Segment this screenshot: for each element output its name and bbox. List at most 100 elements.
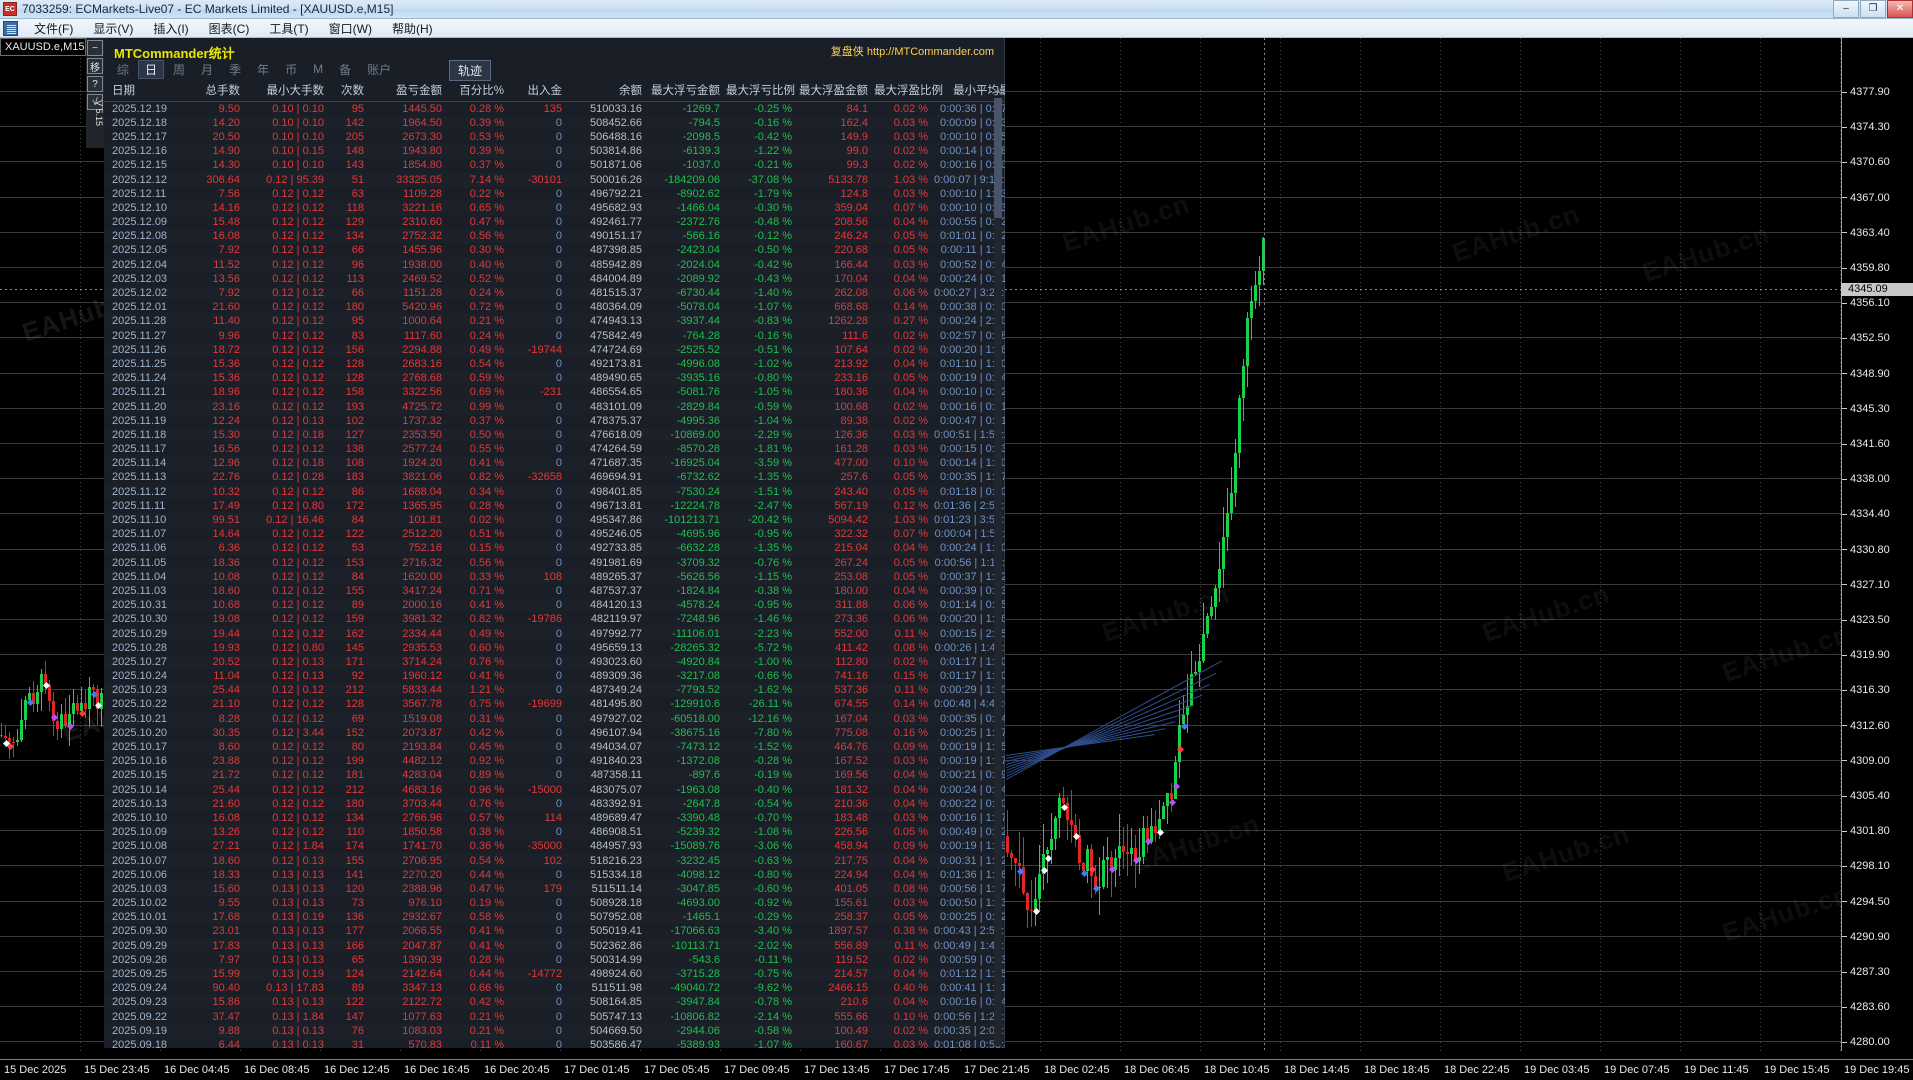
column-header-9[interactable]: 最大浮亏比例 (724, 80, 796, 102)
table-row[interactable]: 2025.12.11 7.56 0.12 | 0.12 63 1109.28 0.22 %… (104, 187, 1005, 201)
table-row[interactable]: 2025.09.19 9.88 0.13 | 0.13 76 1083.03 0.21 %… (104, 1024, 1005, 1038)
table-row[interactable]: 2025.10.23 25.44 0.12 | 0.12 212 5833.44 1.21… (104, 683, 1005, 697)
panel-tab-0[interactable]: 综 (117, 62, 130, 77)
column-header-5[interactable]: 百分比% (446, 80, 508, 102)
menu-item-help[interactable]: 帮助(H) (391, 21, 433, 36)
menu-item-charts[interactable]: 图表(C) (208, 21, 250, 36)
table-row[interactable]: 2025.10.10 16.08 0.12 | 0.12 134 2766.96 0.57… (104, 811, 1005, 825)
time-axis[interactable]: 15 Dec 2025 15 Dec 23:45 16 Dec 04:45 16 De… (0, 1059, 1913, 1080)
menu-item-tools[interactable]: 工具(T) (269, 21, 309, 36)
table-row[interactable]: 2025.12.17 20.50 0.10 | 0.10 205 2673.30 0.53… (104, 130, 1005, 144)
column-header-4[interactable]: 盈亏金额 (368, 80, 446, 102)
menu-item-file[interactable]: 文件(F) (34, 21, 74, 36)
table-row[interactable]: 2025.10.22 21.10 0.12 | 0.12 128 3567.78 0.75… (104, 697, 1005, 711)
check-icon[interactable]: √ (87, 94, 103, 110)
close-button[interactable]: ✕ (1887, 0, 1913, 18)
table-row[interactable]: 2025.11.12 10.32 0.12 | 0.12 86 1688.04 0.34 … (104, 485, 1005, 499)
table-row[interactable]: 2025.09.26 7.97 0.13 | 0.13 65 1390.39 0.28 %… (104, 953, 1005, 967)
column-header-10[interactable]: 最大浮盈金额 (796, 80, 872, 102)
column-header-2[interactable]: 最小大手数 (244, 80, 328, 102)
scrollbar-thumb[interactable] (994, 98, 1002, 218)
table-row[interactable]: 2025.11.20 23.16 0.12 | 0.12 193 4725.72 0.99… (104, 399, 1005, 413)
table-row[interactable]: 2025.11.24 15.36 0.12 | 0.12 128 2768.68 0.59… (104, 371, 1005, 385)
table-row[interactable]: 2025.09.18 6.44 0.13 | 0.13 31 570.83 0.11 % 0… (104, 1038, 1005, 1048)
table-row[interactable]: 2025.10.20 30.35 0.12 | 3.44 152 2073.87 0.42… (104, 726, 1005, 740)
column-header-6[interactable]: 出入金 (508, 80, 566, 102)
table-row[interactable]: 2025.09.22 37.47 0.13 | 1.84 147 1077.63 0.21… (104, 1010, 1005, 1024)
table-row[interactable]: 2025.10.07 18.60 0.12 | 0.13 155 2706.95 0.54… (104, 853, 1005, 867)
panel-tab-4[interactable]: 季 (229, 62, 242, 77)
column-header-12[interactable]: 最小平均最大持仓时间 (932, 80, 1005, 102)
table-row[interactable]: 2025.10.03 15.60 0.13 | 0.13 120 2388.96 0.47… (104, 882, 1005, 896)
panel-tab-1[interactable]: 日 (138, 59, 165, 79)
brand-url[interactable]: http://MTCommander.com (866, 46, 994, 58)
table-row[interactable]: 2025.11.13 22.76 0.12 | 0.28 183 3821.06 0.82… (104, 470, 1005, 484)
table-row[interactable]: 2025.09.23 15.86 0.13 | 0.13 122 2122.72 0.42… (104, 995, 1005, 1009)
table-row[interactable]: 2025.10.15 21.72 0.12 | 0.12 181 4283.04 0.89… (104, 768, 1005, 782)
table-row[interactable]: 2025.12.10 14.16 0.12 | 0.12 118 3221.16 0.65… (104, 201, 1005, 215)
menu-item-window[interactable]: 窗口(W) (328, 21, 372, 36)
table-row[interactable]: 2025.12.02 7.92 0.12 | 0.12 66 1151.28 0.24 %… (104, 286, 1005, 300)
column-header-3[interactable]: 次数 (328, 80, 368, 102)
table-row[interactable]: 2025.10.02 9.55 0.13 | 0.13 73 976.10 0.19 % 0… (104, 896, 1005, 910)
table-row[interactable]: 2025.11.25 15.36 0.12 | 0.12 128 2683.16 0.54… (104, 357, 1005, 371)
table-row[interactable]: 2025.12.05 7.92 0.12 | 0.12 66 1455.96 0.30 %… (104, 243, 1005, 257)
minimize-button[interactable]: – (1833, 0, 1859, 18)
table-row[interactable]: 2025.10.13 21.60 0.12 | 0.12 180 3703.44 0.76… (104, 797, 1005, 811)
table-row[interactable]: 2025.10.30 19.08 0.12 | 0.12 159 3981.32 0.82… (104, 612, 1005, 626)
table-row[interactable]: 2025.11.10 99.51 0.12 | 16.46 84 101.81 0.02 … (104, 513, 1005, 527)
table-row[interactable]: 2025.12.18 14.20 0.10 | 0.10 142 1964.50 0.39… (104, 116, 1005, 130)
table-row[interactable]: 2025.11.03 18.60 0.12 | 0.12 155 3417.24 0.71… (104, 584, 1005, 598)
table-row[interactable]: 2025.12.08 16.08 0.12 | 0.12 134 2752.32 0.56… (104, 229, 1005, 243)
panel-tab-8[interactable]: 备 (339, 62, 352, 77)
column-header-7[interactable]: 余额 (566, 80, 646, 102)
table-row[interactable]: 2025.09.29 17.83 0.13 | 0.13 166 2047.87 0.41… (104, 939, 1005, 953)
panel-tab-6[interactable]: 币 (285, 62, 298, 77)
table-row[interactable]: 2025.10.31 10.68 0.12 | 0.12 89 2000.16 0.41 … (104, 598, 1005, 612)
table-row[interactable]: 2025.12.09 15.48 0.12 | 0.12 129 2310.60 0.47… (104, 215, 1005, 229)
table-row[interactable]: 2025.09.25 15.99 0.13 | 0.19 124 2142.64 0.44… (104, 967, 1005, 981)
table-row[interactable]: 2025.12.12 306.64 0.12 | 95.39 51 33325.05 7.… (104, 172, 1005, 186)
scroll-up-arrow[interactable]: ▲ (994, 86, 1002, 95)
help-icon[interactable]: ? (87, 76, 103, 92)
move-icon[interactable]: 移 (87, 58, 103, 74)
table-row[interactable]: 2025.10.08 27.21 0.12 | 1.84 174 1741.70 0.36… (104, 839, 1005, 853)
table-row[interactable]: 2025.10.28 19.93 0.12 | 0.80 145 2935.53 0.60… (104, 641, 1005, 655)
restore-button[interactable]: ❐ (1860, 0, 1886, 18)
panel-tab-9[interactable]: 账户 (367, 62, 392, 77)
table-row[interactable]: 2025.11.05 18.36 0.12 | 0.12 153 2716.32 0.56… (104, 556, 1005, 570)
table-row[interactable]: 2025.10.27 20.52 0.12 | 0.13 171 3714.24 0.76… (104, 655, 1005, 669)
table-row[interactable]: 2025.12.15 14.30 0.10 | 0.10 143 1854.80 0.37… (104, 158, 1005, 172)
statistics-table-wrapper[interactable]: 日期 总手数 最小大手数 次数 盈亏金额 百分比% 出入金 余额 最大浮亏金额 最大浮亏比例 最大浮… (104, 80, 1005, 1048)
table-row[interactable]: 2025.11.27 9.96 0.12 | 0.12 83 1117.60 0.24 %… (104, 329, 1005, 343)
table-row[interactable]: 2025.11.06 6.36 0.12 | 0.12 53 752.16 0.15 % 0… (104, 541, 1005, 555)
table-row[interactable]: 2025.12.01 21.60 0.12 | 0.12 180 5420.96 0.72… (104, 300, 1005, 314)
table-row[interactable]: 2025.10.01 17.68 0.13 | 0.19 136 2932.67 0.58… (104, 910, 1005, 924)
table-row[interactable]: 2025.11.26 18.72 0.12 | 0.12 156 2294.88 0.49… (104, 343, 1005, 357)
trace-button[interactable]: 轨迹 (449, 60, 492, 81)
table-row[interactable]: 2025.11.17 16.56 0.12 | 0.12 138 2577.24 0.55… (104, 442, 1005, 456)
table-row[interactable]: 2025.12.04 11.52 0.12 | 0.12 96 1938.00 0.40 … (104, 258, 1005, 272)
table-row[interactable]: 2025.10.24 11.04 0.12 | 0.13 92 1960.12 0.41 … (104, 669, 1005, 683)
table-row[interactable]: 2025.11.19 12.24 0.12 | 0.13 102 1737.32 0.37… (104, 414, 1005, 428)
table-row[interactable]: 2025.11.04 10.08 0.12 | 0.12 84 1620.00 0.33 … (104, 570, 1005, 584)
panel-tab-3[interactable]: 月 (201, 62, 214, 77)
table-row[interactable]: 2025.11.14 12.96 0.12 | 0.18 108 1924.20 0.41… (104, 456, 1005, 470)
column-header-1[interactable]: 总手数 (182, 80, 244, 102)
panel-tab-5[interactable]: 年 (257, 62, 270, 77)
table-row[interactable]: 2025.10.09 13.26 0.12 | 0.12 110 1850.58 0.38… (104, 825, 1005, 839)
panel-scrollbar[interactable] (994, 98, 1002, 1046)
table-row[interactable]: 2025.11.18 15.30 0.12 | 0.18 127 2353.50 0.50… (104, 428, 1005, 442)
terminal-icon[interactable] (3, 20, 18, 36)
table-row[interactable]: 2025.10.29 19.44 0.12 | 0.12 162 2334.44 0.49… (104, 626, 1005, 640)
table-row[interactable]: 2025.10.21 8.28 0.12 | 0.12 69 1519.08 0.31 %… (104, 712, 1005, 726)
column-header-0[interactable]: 日期 (104, 80, 182, 102)
chart-symbol-tab[interactable]: XAUUSD.e,M15 (0, 38, 86, 56)
table-row[interactable]: 2025.09.30 23.01 0.13 | 0.13 177 2066.55 0.41… (104, 924, 1005, 938)
table-row[interactable]: 2025.12.03 13.56 0.12 | 0.12 113 2469.52 0.52… (104, 272, 1005, 286)
menu-item-insert[interactable]: 插入(I) (153, 21, 189, 36)
panel-tab-2[interactable]: 周 (173, 62, 186, 77)
brand-link[interactable]: 复盘侠 http://MTCommander.com (831, 43, 994, 59)
collapse-icon[interactable]: − (87, 40, 103, 56)
table-row[interactable]: 2025.11.11 17.49 0.12 | 0.80 172 1365.95 0.28… (104, 499, 1005, 513)
